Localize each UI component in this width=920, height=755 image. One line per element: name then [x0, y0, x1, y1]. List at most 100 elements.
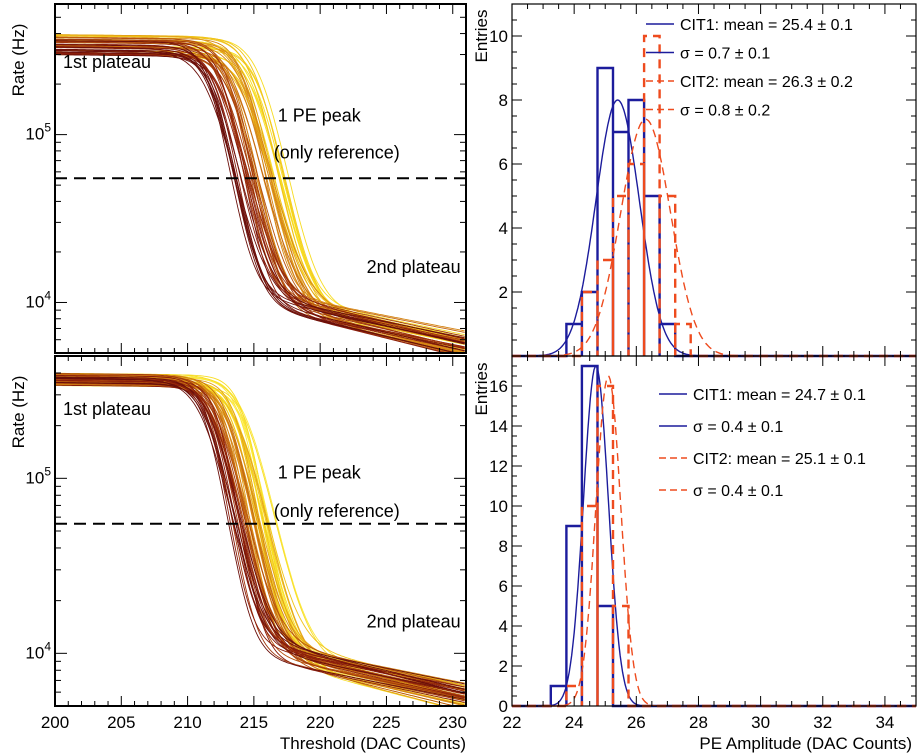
x-tick-label: 34 — [875, 713, 894, 732]
annotation: 1st plateau — [63, 399, 151, 419]
panel-rate-vs-threshold-bottom: 1st plateau 1 PE peak (only reference) 2nd … — [9, 355, 467, 753]
annotation: 2nd plateau — [367, 612, 461, 632]
rate-curve — [55, 379, 465, 697]
x-tick-label: 230 — [439, 713, 467, 732]
bar-cit1 — [629, 100, 645, 356]
annotation: 1 PE peak — [278, 462, 362, 482]
y-axis-label: Entries — [472, 363, 491, 416]
x-tick-label: 200 — [41, 713, 69, 732]
y-tick-label: 6 — [499, 577, 508, 596]
plot-frame — [511, 355, 917, 707]
rate-curve — [55, 48, 465, 352]
rate-curve — [55, 38, 450, 353]
y-tick-label: 2 — [499, 657, 508, 676]
panel-pe-amplitude-top: 2 4 6 8 10 CIT1: mean = 25.4 ± 0.1 σ = 0.7 ± … — [472, 3, 917, 358]
y-tick-label: 16 — [489, 377, 508, 396]
y-tick-label: 4 — [499, 219, 508, 238]
rate-curve — [55, 377, 465, 685]
y-tick-label: 4 — [499, 617, 508, 636]
rate-curve — [55, 378, 465, 698]
rate-curve — [55, 44, 458, 353]
legend-entry: σ = 0.7 ± 0.1 — [680, 46, 770, 63]
legend-entry: CIT1: mean = 24.7 ± 0.1 — [693, 387, 866, 404]
legend-entry: σ = 0.8 ± 0.2 — [680, 103, 770, 120]
plot-frame — [54, 3, 467, 354]
y-tick-label: 6 — [499, 155, 508, 174]
legend-entry: σ = 0.4 ± 0.1 — [693, 419, 783, 436]
y-tick-label: 10 — [489, 27, 508, 46]
y-tick-label: 8 — [499, 91, 508, 110]
rate-curve — [55, 38, 465, 349]
x-tick-label: 225 — [372, 713, 400, 732]
rate-curve — [55, 375, 465, 691]
rate-curve — [55, 52, 465, 348]
y-tick-label: 10 — [489, 497, 508, 516]
x-tick-label: 215 — [240, 713, 268, 732]
annotation: (only reference) — [274, 143, 400, 163]
annotation: (only reference) — [274, 501, 400, 521]
rate-curve — [55, 375, 465, 697]
legend-entry: CIT2: mean = 25.1 ± 0.1 — [693, 451, 866, 468]
rate-curve — [55, 35, 465, 339]
x-tick-label: 32 — [813, 713, 832, 732]
bar-cit2 — [613, 196, 629, 356]
annotation: 2nd plateau — [367, 257, 461, 277]
x-tick-label: 205 — [107, 713, 135, 732]
rate-curve — [55, 45, 465, 333]
legend-entry: CIT2: mean = 26.3 ± 0.2 — [680, 74, 853, 91]
x-tick-label: 24 — [565, 713, 584, 732]
rate-curve — [55, 382, 465, 695]
rate-curve — [55, 376, 465, 698]
rate-curve — [55, 383, 465, 691]
rate-curve — [55, 379, 465, 694]
panel-rate-vs-threshold-top: 1st plateau 1 PE peak (only reference) 2nd … — [9, 3, 467, 354]
rate-curve — [55, 376, 465, 701]
histogram-cit2 — [512, 34, 916, 358]
x-tick-label: 28 — [689, 713, 708, 732]
bar-cit1 — [644, 196, 660, 356]
rate-curve — [55, 40, 465, 344]
y-tick-label: 8 — [499, 537, 508, 556]
rate-curve — [55, 381, 465, 694]
y-tick-label: 104 — [25, 288, 51, 311]
rate-curve — [55, 382, 465, 700]
rate-curve — [55, 384, 465, 688]
legend-entry: CIT1: mean = 25.4 ± 0.1 — [680, 17, 853, 34]
rate-curve — [55, 51, 465, 343]
rate-curve — [55, 376, 465, 694]
rate-curve — [55, 383, 465, 689]
rate-curve — [55, 46, 465, 344]
annotation: 1st plateau — [63, 52, 151, 72]
rate-curve — [55, 384, 465, 692]
rate-curve — [55, 34, 465, 353]
rate-curve — [55, 379, 465, 698]
rate-curve — [55, 377, 465, 697]
y-tick-label: 14 — [489, 417, 508, 436]
y-axis-label: Rate (Hz) — [9, 376, 28, 449]
rate-curve — [55, 380, 457, 706]
bar-cit1 — [613, 132, 629, 356]
x-axis-label: PE Amplitude (DAC Counts) — [699, 734, 912, 753]
annotation: 1 PE peak — [278, 105, 362, 125]
y-tick-label: 105 — [25, 464, 51, 487]
x-axis-label: Threshold (DAC Counts) — [280, 734, 466, 753]
y-tick-label: 2 — [499, 283, 508, 302]
rate-curve — [55, 382, 465, 694]
fit-cit1 — [512, 365, 916, 707]
legend-entry: σ = 0.4 ± 0.1 — [693, 483, 783, 500]
fit-cit2 — [512, 118, 916, 357]
x-tick-label: 210 — [173, 713, 201, 732]
rate-curve — [55, 380, 465, 695]
y-tick-label: 12 — [489, 457, 508, 476]
rate-curve — [55, 373, 465, 701]
x-tick-label: 22 — [503, 713, 522, 732]
y-axis-label: Entries — [472, 10, 491, 63]
x-tick-label: 26 — [627, 713, 646, 732]
rate-curve — [55, 41, 465, 337]
y-axis-label: Rate (Hz) — [9, 24, 28, 97]
y-tick-label: 0 — [499, 697, 508, 716]
rate-curve — [55, 374, 465, 697]
x-tick-label: 30 — [751, 713, 770, 732]
